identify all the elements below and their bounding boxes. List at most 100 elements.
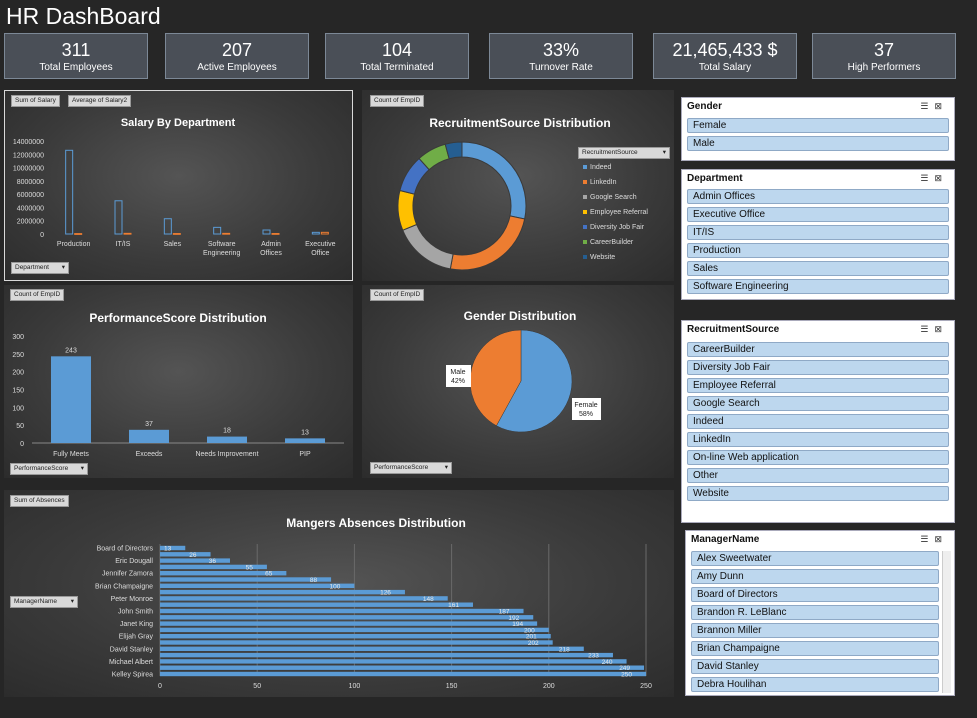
clear-filter-icon[interactable]: ⊠ <box>934 324 948 334</box>
slicer-item-female[interactable]: Female <box>687 118 949 133</box>
data-label: 250 <box>621 672 632 679</box>
gender-chart-panel: Gender Distribution Female 58% Male 42% Coun… <box>362 285 674 478</box>
data-label: 26 <box>189 552 197 559</box>
dropdown-arrow-icon: ▾ <box>662 149 666 156</box>
bar-average-of-salary2-executive-office <box>320 231 329 235</box>
data-label: 200 <box>524 627 535 634</box>
performance-score-axis-button[interactable]: PerformanceScore ▾ <box>370 462 452 474</box>
button-label: Department <box>15 264 49 271</box>
slicer-item-debra-houlihan[interactable]: Debra Houlihan <box>691 677 939 692</box>
sum-of-absences-field-button[interactable]: Sum of Absences <box>10 495 69 507</box>
slicer-item-google-search[interactable]: Google Search <box>687 396 949 411</box>
kpi-turnover-rate: 33% Turnover Rate <box>489 33 633 79</box>
bar-sum-of-salary-software-engineering <box>213 226 222 235</box>
slicer-item-diversity-job-fair[interactable]: Diversity Job Fair <box>687 360 949 375</box>
y-tick-label: 4000000 <box>17 205 44 212</box>
data-label: 192 <box>508 615 519 622</box>
dropdown-arrow-icon: ▾ <box>70 598 74 605</box>
data-label: 55 <box>246 564 254 571</box>
y-tick-label: Board of Directors <box>97 546 154 553</box>
count-empid-field-button[interactable]: Count of EmpID <box>370 289 425 301</box>
slicer-item-online-web-application[interactable]: On-line Web application <box>687 450 949 465</box>
multi-select-icon[interactable]: ☰ <box>920 324 935 334</box>
x-tick-label: Admin <box>261 241 281 248</box>
recruitment-source-legend-button[interactable]: RecruitmentSource ▾ <box>578 147 670 159</box>
recruitment-chart-panel: RecruitmentSource Distribution Indeed Link… <box>362 90 674 281</box>
slice-linkedin <box>449 215 526 271</box>
legend-label-employee-referral: Employee Referral <box>590 209 648 216</box>
x-tick-label-line2: Offices <box>260 250 282 257</box>
slicer-item-other[interactable]: Other <box>687 468 949 483</box>
slicer-item-software-engineering[interactable]: Software Engineering <box>687 279 949 294</box>
slicer-item-employee-referral[interactable]: Employee Referral <box>687 378 949 393</box>
slicer-item-executive-office[interactable]: Executive Office <box>687 207 949 222</box>
manager-name-axis-button[interactable]: ManagerName ▾ <box>10 596 78 608</box>
multi-select-icon[interactable]: ☰ <box>920 101 935 111</box>
dropdown-arrow-icon: ▾ <box>61 264 65 271</box>
data-label: 36 <box>209 558 217 565</box>
x-tick-label: 50 <box>253 683 261 690</box>
recruitment-chart: RecruitmentSource Distribution Indeed Link… <box>397 116 648 271</box>
slicer-item-it-is[interactable]: IT/IS <box>687 225 949 240</box>
kpi-label: Total Salary <box>698 62 752 73</box>
department-slicer: Department ☰⊠ Admin Offices Executive Of… <box>681 169 955 300</box>
slice-indeed <box>461 141 527 220</box>
slicer-item-david-stanley[interactable]: David Stanley <box>691 659 939 674</box>
legend-label-diversity-job-fair: Diversity Job Fair <box>590 224 645 231</box>
data-label: 201 <box>526 634 537 641</box>
y-tick-label: Brian Champaigne <box>95 583 153 590</box>
legend-marker-diversity-job-fair <box>583 225 587 229</box>
y-tick-label: 2000000 <box>17 219 44 226</box>
data-label: 18 <box>223 428 231 435</box>
slicer-item-male[interactable]: Male <box>687 136 949 151</box>
count-empid-field-button[interactable]: Count of EmpID <box>370 95 425 107</box>
slicer-item-admin-offices[interactable]: Admin Offices <box>687 189 949 204</box>
slicer-item-alex-sweetwater[interactable]: Alex Sweetwater <box>691 551 939 566</box>
chart-title: Gender Distribution <box>464 309 577 323</box>
kpi-total-employees: 311 Total Employees <box>4 33 148 79</box>
bar-sum-of-salary-executive-office <box>311 231 320 235</box>
x-tick-label: Production <box>57 241 91 248</box>
y-tick-label: Peter Monroe <box>111 596 154 603</box>
slicer-item-amy-dunn[interactable]: Amy Dunn <box>691 569 939 584</box>
clear-filter-icon[interactable]: ⊠ <box>934 534 948 544</box>
slicer-item-website[interactable]: Website <box>687 486 949 501</box>
absences-chart: Mangers Absences Distribution 0 50 100 150 20… <box>95 516 652 690</box>
slicer-item-brannon-miller[interactable]: Brannon Miller <box>691 623 939 638</box>
slicer-item-sales[interactable]: Sales <box>687 261 949 276</box>
slicer-item-brian-champaigne[interactable]: Brian Champaigne <box>691 641 939 656</box>
average-of-salary-field-button[interactable]: Average of Salary2 <box>68 95 132 107</box>
count-empid-field-button[interactable]: Count of EmpID <box>10 289 65 301</box>
data-label: 194 <box>512 621 523 628</box>
department-axis-button[interactable]: Department ▾ <box>11 262 69 274</box>
multi-select-icon[interactable]: ☰ <box>920 534 935 544</box>
slicer-scrollbar[interactable] <box>942 551 951 693</box>
bar-row-11 <box>160 615 534 620</box>
slicer-item-board-of-directors[interactable]: Board of Directors <box>691 587 939 602</box>
sum-of-salary-field-button[interactable]: Sum of Salary <box>11 95 60 107</box>
slicer-item-careerbuilder[interactable]: CareerBuilder <box>687 342 949 357</box>
bar-janet-king <box>160 621 538 626</box>
salary-chart: Salary By Department 0 2000000 4000000 60000… <box>13 117 336 257</box>
slicer-item-production[interactable]: Production <box>687 243 949 258</box>
x-tick-label: Needs Improvement <box>195 451 258 458</box>
legend-label-website: Website <box>590 254 615 261</box>
data-label-box-male <box>446 365 471 387</box>
slicer-item-linkedin[interactable]: LinkedIn <box>687 432 949 447</box>
y-tick-label: 50 <box>16 423 24 430</box>
bar-row-19 <box>160 665 645 670</box>
y-tick-label: David Stanley <box>110 646 154 653</box>
performance-score-axis-button[interactable]: PerformanceScore ▾ <box>10 463 88 475</box>
clear-filter-icon[interactable]: ⊠ <box>934 101 948 111</box>
slicer-item-indeed[interactable]: Indeed <box>687 414 949 429</box>
clear-filter-icon[interactable]: ⊠ <box>934 173 948 183</box>
x-tick-label: 200 <box>543 683 555 690</box>
bar-peter-monroe <box>160 596 448 601</box>
slicer-item-brandon-leblanc[interactable]: Brandon R. LeBlanc <box>691 605 939 620</box>
slice-website <box>444 141 463 160</box>
bar-sum-of-salary-production <box>65 149 74 235</box>
kpi-label: High Performers <box>847 62 921 73</box>
bar-row-9 <box>160 602 473 607</box>
data-label: 218 <box>559 646 570 653</box>
multi-select-icon[interactable]: ☰ <box>920 173 935 183</box>
